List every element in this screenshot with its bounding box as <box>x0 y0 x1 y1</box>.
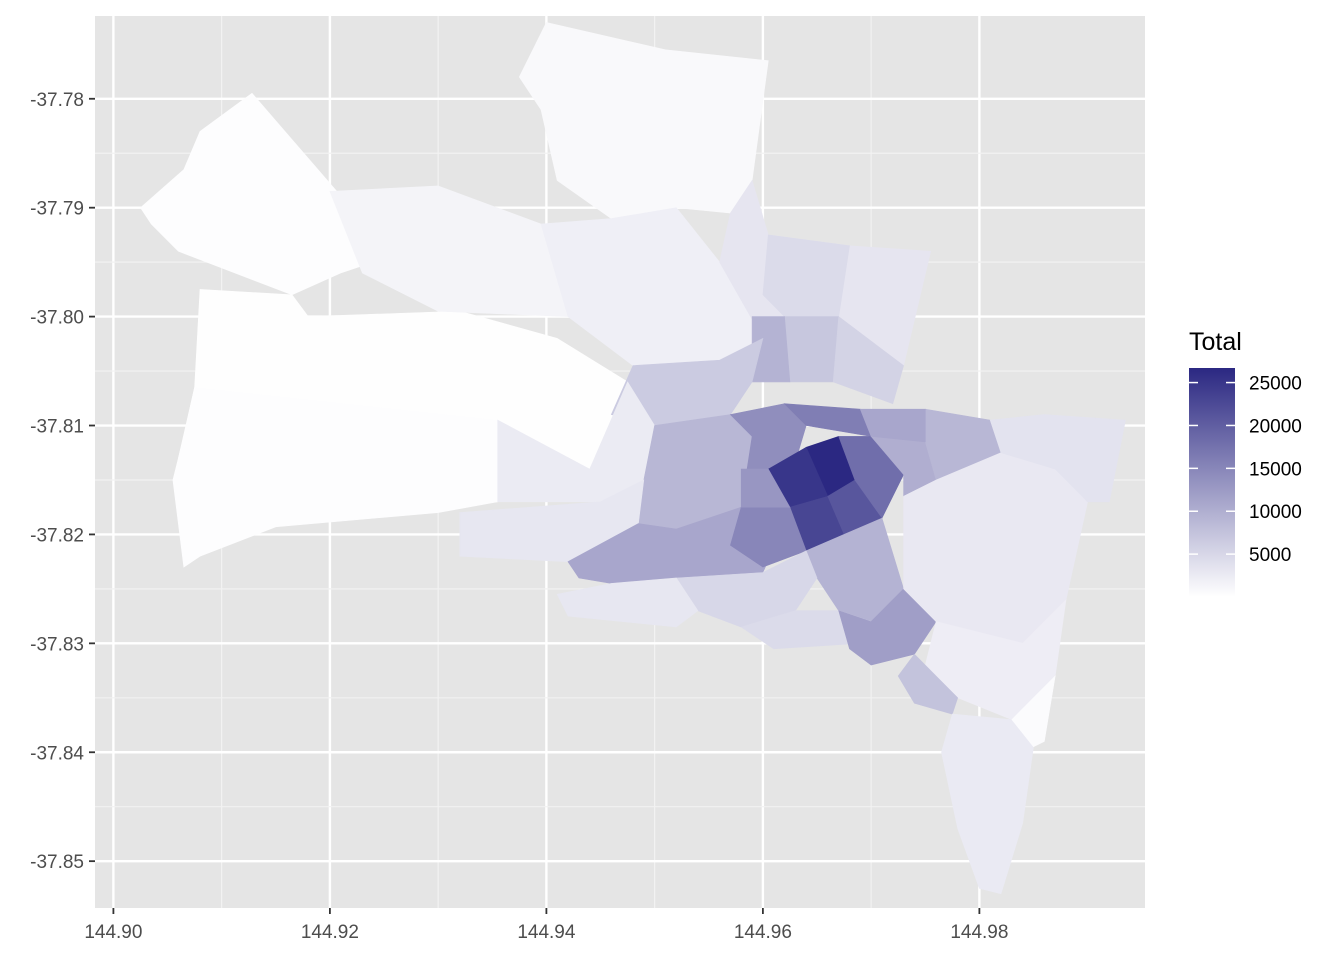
y-axis: -37.78 -37.79 -37.80 -37.81 -37.82 -37.83 -37.… <box>30 90 95 873</box>
y-tick-label: -37.83 <box>30 634 84 655</box>
y-tick-label: -37.80 <box>30 308 84 329</box>
legend-title: Total <box>1189 328 1242 356</box>
legend: Total 5000 10000 15000 20000 25000 <box>1189 328 1302 597</box>
region-east-melb-c <box>859 408 926 443</box>
legend-break-label: 15000 <box>1249 459 1302 480</box>
x-tick-label: 144.98 <box>950 922 1008 943</box>
y-tick-label: -37.79 <box>30 199 84 220</box>
region-fishermans-bend <box>556 577 699 628</box>
x-tick-label: 144.90 <box>84 922 142 943</box>
legend-break-label: 20000 <box>1249 416 1302 437</box>
x-tick-label: 144.96 <box>734 922 792 943</box>
x-tick-label: 144.92 <box>301 922 359 943</box>
y-tick-label: -37.84 <box>30 743 84 764</box>
x-tick-label: 144.94 <box>517 922 576 943</box>
legend-break-label: 10000 <box>1249 502 1302 523</box>
map-regions <box>140 22 1126 895</box>
y-tick-label: -37.81 <box>30 417 84 438</box>
legend-colorbar <box>1189 368 1235 597</box>
legend-break-label: 25000 <box>1249 374 1302 395</box>
region-albert-park-east <box>1011 675 1056 748</box>
y-tick-label: -37.82 <box>30 525 84 546</box>
region-st-kilda-rd-a <box>838 588 937 666</box>
region-south-yarra-b <box>897 653 959 715</box>
region-east-fringe <box>989 414 1126 503</box>
region-carlton-a <box>784 316 840 383</box>
region-cbd-east <box>838 436 904 519</box>
region-parkville-north <box>762 234 850 317</box>
region-domain-a <box>903 452 1088 644</box>
region-cbd-west-mid <box>740 468 791 508</box>
legend-ticks: 5000 10000 15000 20000 25000 <box>1189 374 1302 566</box>
y-tick-label: -37.78 <box>30 90 84 111</box>
x-axis: 144.90 144.92 144.94 144.96 144.98 <box>84 908 1008 943</box>
legend-break-label: 5000 <box>1249 545 1291 566</box>
region-south-wharf <box>675 550 818 628</box>
y-tick-label: -37.85 <box>30 852 84 873</box>
region-carlton-c <box>832 316 904 405</box>
